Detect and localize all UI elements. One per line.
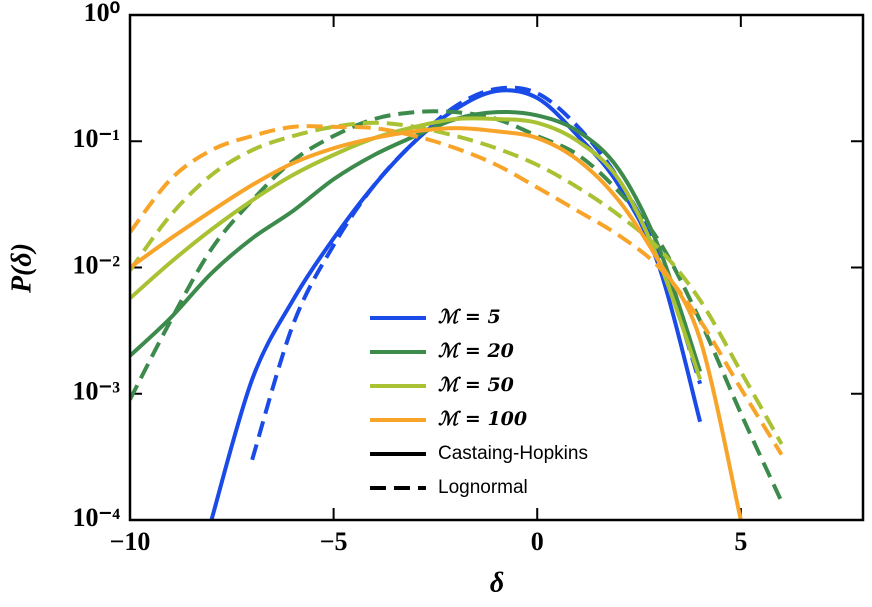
x-tick-label: 5 — [734, 527, 747, 556]
legend-label: ℳ = 100 — [438, 408, 527, 430]
y-tick-label: 10⁻⁴ — [72, 503, 120, 532]
series-line — [130, 116, 703, 381]
plot-frame — [128, 13, 865, 522]
legend-label: Lognormal — [438, 477, 528, 498]
x-tick-label: −10 — [110, 527, 151, 556]
x-tick-label: 0 — [531, 527, 544, 556]
series-line — [130, 120, 784, 445]
series-line — [130, 124, 784, 456]
y-tick-label: 10⁻³ — [72, 377, 120, 406]
y-axis-label: P(δ) — [6, 243, 37, 294]
legend-label: Castaing-Hopkins — [438, 443, 588, 464]
x-axis-label: δ — [490, 567, 504, 598]
series-line — [209, 88, 703, 520]
legend-label: ℳ = 50 — [438, 374, 514, 396]
legend-label: ℳ = 20 — [438, 340, 514, 362]
legend-label: ℳ = 5 — [438, 306, 501, 328]
series-line — [130, 126, 743, 520]
y-tick-label: 10⁰ — [84, 0, 120, 27]
y-tick-label: 10⁻² — [72, 250, 120, 279]
series-line — [130, 109, 784, 503]
plot-area — [130, 85, 784, 520]
y-tick-label: 10⁻¹ — [72, 124, 120, 153]
x-tick-label: −5 — [320, 527, 348, 556]
